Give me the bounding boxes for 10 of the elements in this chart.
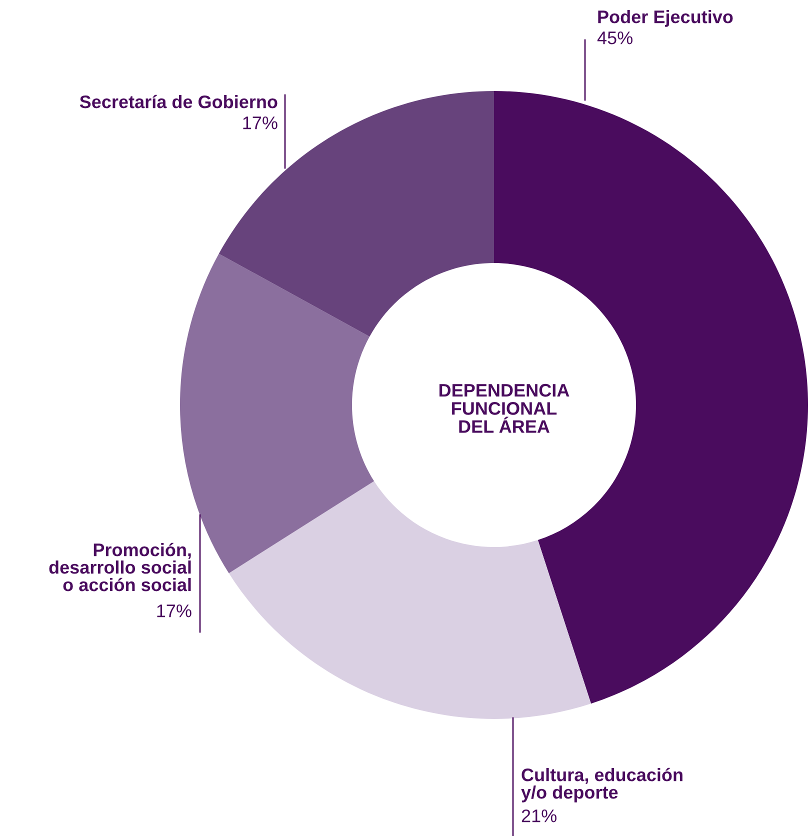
slice-label: Poder Ejecutivo: [598, 10, 733, 27]
data-label: 45%: [597, 32, 632, 44]
slice-label: Promoción, desarrollo social o acción social: [49, 542, 191, 592]
data-label: 17%: [243, 116, 278, 130]
data-label: 17%: [157, 604, 192, 618]
slice-label: Secretaría de Gobierno: [80, 94, 278, 108]
data-label: 21%: [522, 809, 556, 822]
slice-label: Cultura, educación y/o deporte: [521, 768, 682, 802]
text: DEPENDENCIA FUNCIONAL DEL ÁREA: [439, 384, 570, 433]
donut-slice: [228, 481, 592, 719]
